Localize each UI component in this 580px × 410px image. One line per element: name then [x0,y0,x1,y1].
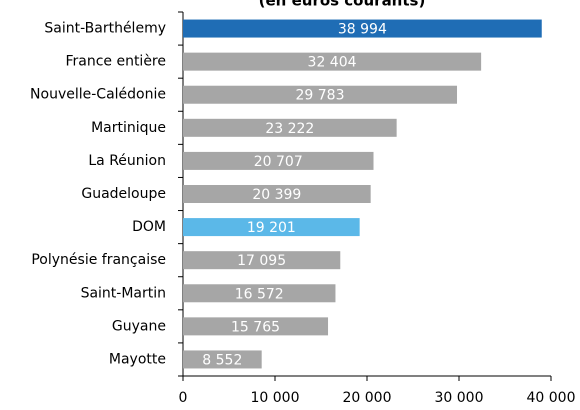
bar [183,118,397,137]
x-tick-label: 0 [179,390,188,406]
bar [183,317,329,336]
value-label: 20 399 [252,187,301,203]
value-label: 16 572 [235,286,284,302]
x-tick-label: 10 000 [251,390,300,406]
value-label: 19 201 [247,220,296,236]
y-tick-label: Saint-Barthélemy [44,21,166,37]
y-tick-label: La Réunion [88,153,166,169]
y-tick-label: Guadeloupe [81,186,166,202]
y-tick-label: Saint-Martin [81,285,166,301]
value-label: 32 404 [308,55,357,71]
bar [183,185,371,203]
y-tick-label: Nouvelle-Calédonie [30,87,166,103]
value-label: 38 994 [338,22,387,38]
chart-title: (en euros courants) [259,0,426,10]
bar [183,85,458,104]
bar [183,52,482,71]
bar [183,218,360,237]
y-tick-label: Guyane [112,318,166,334]
x-tick-label: 40 000 [527,390,576,406]
value-label: 23 222 [265,121,314,137]
value-label: 29 783 [296,88,345,104]
bar [183,251,341,270]
bar [183,350,262,369]
y-tick-label: Polynésie française [31,252,166,268]
y-tick-label: France entière [65,54,166,70]
y-tick-label: Martinique [91,120,166,136]
value-label: 8 552 [202,352,242,368]
bar [183,284,336,303]
value-label: 15 765 [231,319,280,335]
y-tick-label: DOM [132,219,166,235]
x-tick-label: 20 000 [343,390,392,406]
value-label: 17 095 [237,253,286,269]
x-tick-label: 30 000 [435,390,484,406]
bar [183,151,374,170]
bar [183,19,542,38]
y-tick-label: Mayotte [109,351,166,367]
value-label: 20 707 [254,154,303,170]
